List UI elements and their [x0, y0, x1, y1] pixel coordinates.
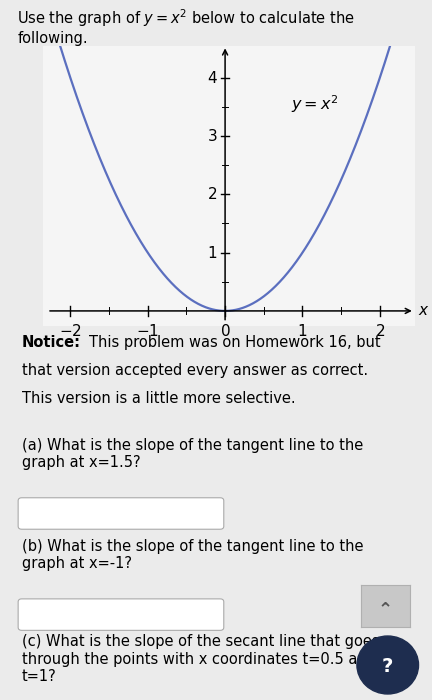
- Text: (a) What is the slope of the tangent line to the
graph at x=1.5?: (a) What is the slope of the tangent lin…: [22, 438, 363, 470]
- Text: Use the graph of $y = x^2$ below to calculate the
following.: Use the graph of $y = x^2$ below to calc…: [17, 7, 355, 46]
- Text: $-2$: $-2$: [59, 323, 82, 339]
- Text: ?: ?: [382, 657, 394, 675]
- Text: $1$: $1$: [207, 244, 217, 260]
- Text: that version accepted every answer as correct.: that version accepted every answer as co…: [22, 363, 368, 378]
- Text: This version is a little more selective.: This version is a little more selective.: [22, 391, 295, 406]
- Text: $2$: $2$: [207, 186, 217, 202]
- Text: (c) What is the slope of the secant line that goes
through the points with x coo: (c) What is the slope of the secant line…: [22, 634, 379, 685]
- FancyBboxPatch shape: [18, 599, 224, 630]
- Text: Notice:: Notice:: [22, 335, 81, 350]
- Text: $1$: $1$: [297, 323, 308, 339]
- Text: $4$: $4$: [206, 69, 217, 85]
- Text: ⌃: ⌃: [378, 600, 393, 618]
- Text: $-1$: $-1$: [136, 323, 159, 339]
- Text: (b) What is the slope of the tangent line to the
graph at x=-1?: (b) What is the slope of the tangent lin…: [22, 539, 363, 571]
- Circle shape: [357, 636, 419, 694]
- Text: $x$: $x$: [418, 304, 429, 318]
- Text: $0$: $0$: [220, 323, 230, 339]
- Text: $y = x^2$: $y = x^2$: [291, 93, 339, 115]
- Text: This problem was on Homework 16, but: This problem was on Homework 16, but: [89, 335, 380, 350]
- Text: $2$: $2$: [375, 323, 385, 339]
- FancyBboxPatch shape: [18, 498, 224, 529]
- Text: $3$: $3$: [207, 128, 217, 144]
